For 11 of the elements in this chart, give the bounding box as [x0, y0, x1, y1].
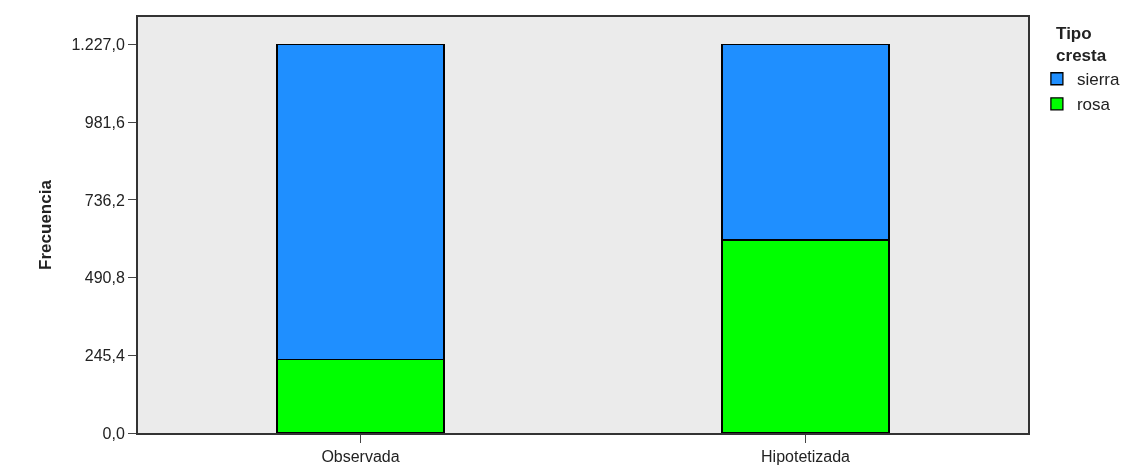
x-tick-label: Observada: [321, 448, 400, 466]
legend-label: sierra: [1076, 70, 1120, 90]
y-tick-label: 490,8: [84, 269, 125, 287]
x-tick-label: Hipotetizada: [761, 448, 851, 466]
y-axis-title: Frecuencia: [36, 179, 56, 270]
y-tick-label: 981,6: [84, 113, 125, 131]
legend-label: rosa: [1076, 95, 1111, 115]
y-tick-label: 736,2: [84, 191, 125, 209]
y-tick-label: 245,4: [84, 346, 125, 364]
y-tick-label: 1.227,0: [71, 36, 125, 54]
y-tick-label: 0,0: [102, 424, 125, 442]
